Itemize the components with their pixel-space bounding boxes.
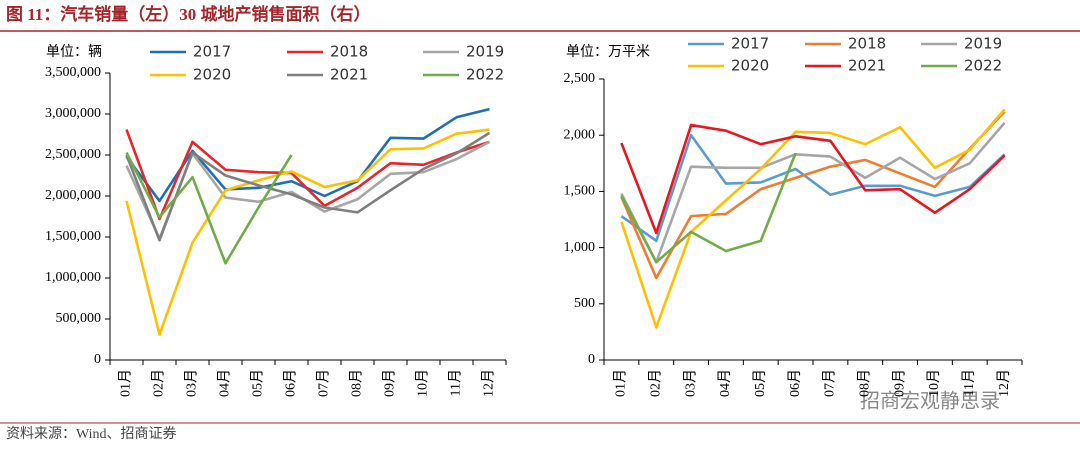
y-tick-label: 2,500: [564, 71, 596, 86]
series-line: [620, 110, 1006, 280]
y-tick-label: 500: [574, 296, 595, 311]
series-line: [620, 108, 1006, 329]
y-tick-label: 1,000,000: [45, 270, 101, 285]
x-tick-label: 10月: [926, 369, 942, 397]
x-tick-label: 02月: [647, 369, 663, 397]
x-tick-label: 02月: [151, 369, 167, 397]
x-tick-label: 10月: [415, 369, 431, 397]
x-tick-label: 11月: [961, 369, 977, 396]
y-tick-label: 2,000,000: [45, 188, 101, 203]
x-tick-label: 04月: [217, 369, 233, 397]
series-line: [125, 107, 490, 203]
x-tick-label: 12月: [996, 369, 1012, 397]
series-line: [125, 151, 293, 265]
watermark: 招商宏观静思录: [860, 389, 1000, 413]
x-tick-label: 08月: [856, 369, 872, 397]
source: 资料来源：Wind、招商证券: [6, 426, 177, 442]
series-line: [620, 152, 797, 264]
x-tick-label: 06月: [283, 369, 299, 397]
y-tick-label: 3,500,000: [45, 65, 101, 80]
legend-label: 2020: [731, 57, 769, 75]
legend-label: 2020: [193, 66, 231, 84]
series-line: [620, 133, 1006, 243]
unit-label: 单位：辆: [46, 44, 102, 60]
legend-label: 2019: [964, 35, 1002, 53]
x-tick-label: 09月: [382, 369, 398, 397]
x-tick-label: 07月: [316, 369, 332, 397]
x-tick-label: 12月: [481, 369, 497, 397]
x-tick-label: 01月: [118, 369, 134, 397]
x-tick-label: 06月: [787, 369, 803, 397]
x-tick-label: 09月: [891, 369, 907, 397]
legend-label: 2022: [466, 66, 504, 84]
y-tick-label: 3,000,000: [45, 106, 101, 121]
x-tick-label: 01月: [613, 369, 629, 397]
series-line: [125, 131, 491, 242]
y-tick-label: 1,000: [564, 240, 596, 255]
unit-label: 单位：万平米: [566, 44, 650, 60]
legend-label: 2021: [330, 66, 368, 84]
y-tick-label: 1,500: [564, 184, 596, 199]
legend-label: 2018: [330, 43, 368, 61]
y-tick-label: 0: [588, 352, 595, 367]
x-tick-label: 05月: [250, 369, 266, 397]
y-tick-label: 0: [94, 352, 101, 367]
x-tick-label: 07月: [822, 369, 838, 397]
y-tick-label: 1,500,000: [45, 229, 101, 244]
x-tick-label: 05月: [752, 369, 768, 397]
y-tick-label: 500,000: [56, 311, 102, 326]
legend-label: 2018: [848, 35, 886, 53]
series-line: [620, 121, 1006, 264]
x-tick-label: 03月: [682, 369, 698, 397]
series-line: [620, 123, 1006, 235]
y-tick-label: 2,500,000: [45, 147, 101, 162]
x-tick-label: 03月: [184, 369, 200, 397]
series-line: [125, 129, 490, 221]
legend-label: 2017: [731, 35, 769, 53]
legend-label: 2021: [848, 57, 886, 75]
x-tick-label: 11月: [448, 369, 464, 396]
legend-label: 2017: [193, 43, 231, 61]
series-line: [125, 128, 490, 336]
legend-label: 2022: [964, 57, 1002, 75]
y-tick-label: 2,000: [564, 127, 596, 142]
figure-title: 图 11：汽车销量（左）30 城地产销售面积（右）: [6, 4, 371, 24]
x-tick-label: 08月: [349, 369, 365, 397]
legend-label: 2019: [466, 43, 504, 61]
x-tick-label: 04月: [717, 369, 733, 397]
